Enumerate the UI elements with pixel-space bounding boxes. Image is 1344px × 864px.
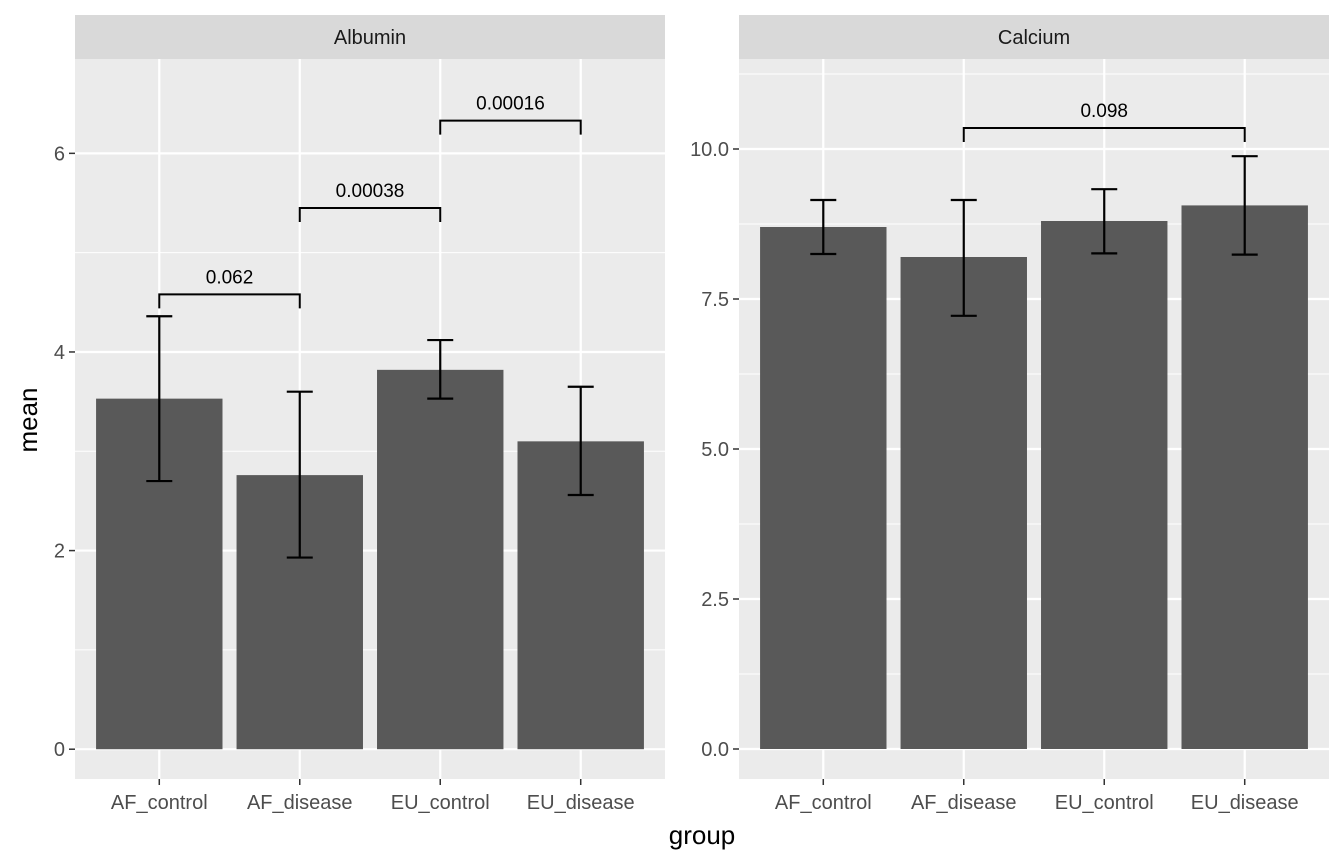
error-bar [567,385,594,497]
p-value-label: 0.00016 [476,94,545,115]
y-tick-label: 2 [54,541,65,563]
y-tick-label: 0 [54,739,65,761]
y-tick-label: 6 [54,143,65,165]
x-tick-label: EU_disease [527,792,635,814]
y-tick-label: 2.5 [701,589,729,611]
p-value-label: 0.062 [206,267,254,288]
facet-strip [75,15,665,59]
facet-title: Albumin [334,27,406,49]
bar-eu-disease [1181,205,1308,749]
bar-eu-control [1041,221,1168,749]
x-tick-label: EU_disease [1191,792,1299,814]
error-bar [810,198,837,256]
error-bar [146,315,173,483]
bar-af-control [760,227,887,749]
x-tick-label: AF_control [111,792,208,814]
y-axis-title: mean [13,387,43,452]
p-value-label: 0.00038 [336,181,405,202]
bracket-line [962,127,1246,142]
x-tick-label: AF_disease [247,792,353,814]
p-value-label: 0.098 [1080,101,1128,122]
error-bar [950,198,977,317]
bracket-line [298,206,442,222]
facet-title: Calcium [998,27,1070,49]
bar-af-disease [900,257,1027,749]
y-tick-label: 0.0 [701,739,729,761]
error-bar [1231,155,1258,256]
error-bar [427,338,454,400]
significance-bracket: 0.00038 [298,181,442,222]
facet-strip [739,15,1329,59]
y-tick-label: 7.5 [701,289,729,311]
x-axis-title: group [669,820,736,850]
x-tick-label: AF_disease [911,792,1017,814]
y-tick-label: 10.0 [690,139,729,161]
bar-eu-control [377,369,504,750]
significance-bracket: 0.00016 [439,94,582,135]
y-tick-label: 5.0 [701,439,729,461]
bracket-line [158,293,301,309]
error-bar [1091,188,1118,255]
significance-bracket: 0.062 [158,267,301,309]
facet-albumin: Albumin 0 2 4 6 0.062 0.00038 0.00016 AF_control… [54,15,665,814]
y-tick-label: 4 [54,342,65,364]
bracket-line [439,119,582,135]
x-tick-label: EU_control [391,792,490,814]
significance-bracket: 0.098 [962,101,1246,142]
x-tick-label: AF_control [775,792,872,814]
facet-calcium: Calcium 0.0 2.5 5.0 7.5 10.0 0.098 AF_control AF… [690,15,1329,814]
x-tick-label: EU_control [1055,792,1154,814]
error-bar [286,390,313,559]
